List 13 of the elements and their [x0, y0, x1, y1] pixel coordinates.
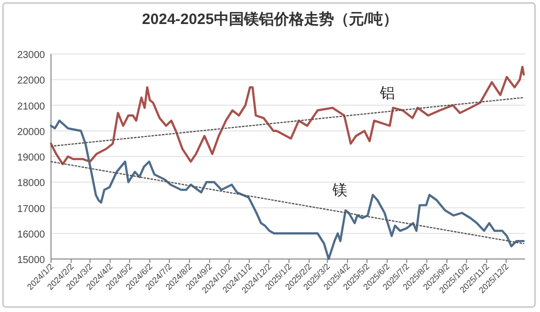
y-tick-label: 17000: [17, 204, 46, 215]
y-tick-label: 16000: [17, 229, 46, 240]
y-tick-label: 20000: [17, 126, 46, 138]
line-series: [50, 66, 525, 166]
y-tick-label: 21000: [17, 101, 46, 112]
chart-title: 2024-2025中国镁铝价格走势（元/吨）: [142, 11, 398, 28]
y-tick-label: 19000: [17, 152, 46, 164]
y-tick-label: 18000: [17, 178, 46, 190]
y-tick-label: 23000: [17, 50, 46, 61]
y-tick-label: 15000: [17, 255, 46, 266]
series-label: 镁: [332, 182, 348, 200]
series-label: 铝: [379, 84, 396, 102]
y-tick-label: 22000: [17, 76, 46, 87]
